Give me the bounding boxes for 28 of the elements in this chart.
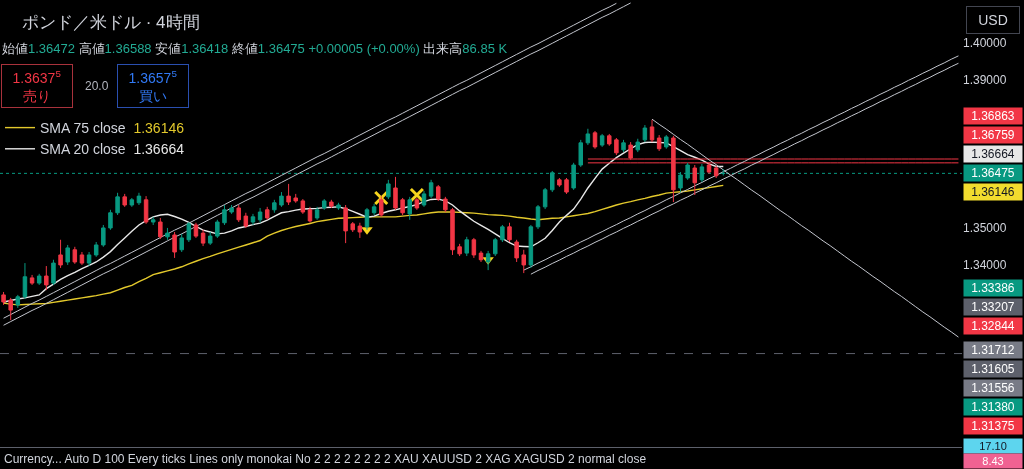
legend-label: SMA 75 close 1.36146 xyxy=(40,120,185,137)
annotation: 1.3637$^{5}$ 売り xyxy=(12,68,62,105)
text: ポンド／米ドル · 4時間 xyxy=(22,12,200,32)
text: 1.33207 xyxy=(971,300,1015,314)
text: 17.10 xyxy=(979,440,1007,452)
annotation: 1.3657$^{5}$ 買い xyxy=(128,68,178,105)
y-tick-label: 1.39000 xyxy=(963,73,1007,88)
text: USD xyxy=(978,12,1008,28)
text: 1.36146 xyxy=(971,185,1015,199)
y-tick-label: 1.40000 xyxy=(963,36,1007,51)
text: 8.43 xyxy=(982,455,1004,467)
text: 1.31380 xyxy=(971,400,1015,414)
text: 1.33386 xyxy=(971,281,1015,295)
text: 1.32844 xyxy=(971,319,1015,333)
data-label: 1.36759 xyxy=(971,128,1015,142)
text: 始値1.36472 高値1.36588 安値1.36418 終値1.36475 +0.00005 (+0.00%) 出来高86.85 K xyxy=(2,41,508,56)
text: 1.31375 xyxy=(971,419,1015,433)
text: 1.31556 xyxy=(971,381,1015,395)
text: 1.36664 xyxy=(971,147,1015,161)
ref-line-label: 1.36475 xyxy=(971,166,1015,180)
y-tick-label: 1.35000 xyxy=(963,221,1007,236)
ref-line-label: 1.31605 xyxy=(971,362,1015,376)
annotation: 20.0 xyxy=(85,79,109,93)
legend-label: SMA 20 close 1.36664 xyxy=(40,141,185,158)
text: 1.31712 xyxy=(971,343,1015,357)
data-label: 1.36863 xyxy=(971,109,1015,123)
text: Currency... Auto D 100 Every ticks Lines only monokai No 2 2 2 2 2 2 2 2 XAU XAUUSD 2 XAG XAGUSD 2 normal close xyxy=(4,452,647,466)
y-tick-label: 1.34000 xyxy=(963,258,1007,273)
